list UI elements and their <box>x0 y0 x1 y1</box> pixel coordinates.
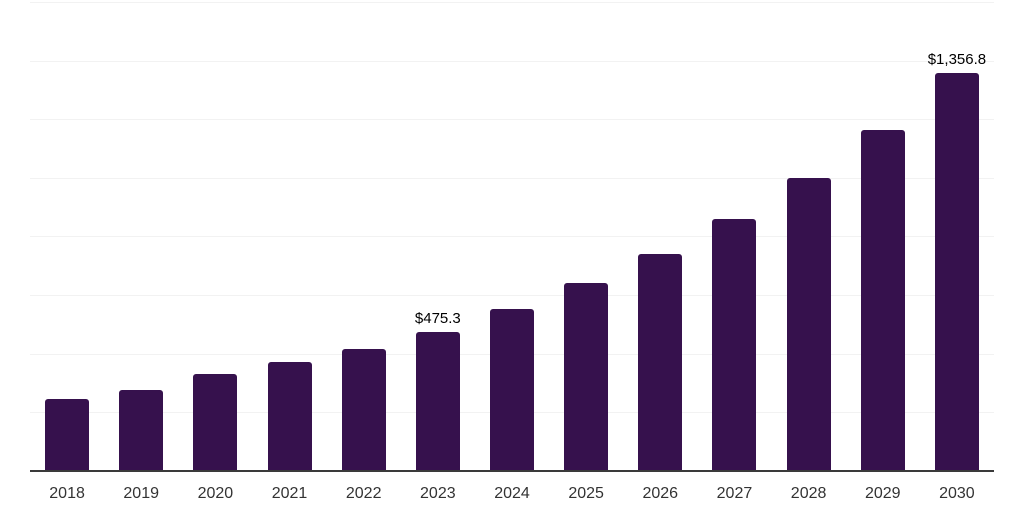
gridline <box>30 119 994 120</box>
x-tick-2028: 2028 <box>790 485 827 502</box>
bar-2025[interactable] <box>564 283 609 471</box>
x-tick-2020: 2020 <box>197 485 234 502</box>
x-tick-2030: 2030 <box>939 485 975 502</box>
bar-2019[interactable] <box>119 390 164 471</box>
x-axis-line <box>30 470 994 472</box>
bar-2030[interactable] <box>934 73 979 471</box>
x-tick-2027: 2027 <box>716 485 753 502</box>
bar-2026[interactable] <box>638 254 683 471</box>
gridline <box>30 2 994 3</box>
x-tick-2019: 2019 <box>123 485 159 502</box>
bar-value-label-2030: $1,356.8 <box>927 51 987 68</box>
bar-2020[interactable] <box>193 374 238 471</box>
x-tick-2024: 2024 <box>494 485 530 502</box>
bar-2027[interactable] <box>712 219 757 471</box>
gridline <box>30 295 994 296</box>
bar-2022[interactable] <box>341 349 386 471</box>
x-tick-2022: 2022 <box>345 485 382 502</box>
bar-2028[interactable] <box>786 178 831 471</box>
bar-2023[interactable] <box>415 332 460 471</box>
bar-2018[interactable] <box>45 399 90 471</box>
gridline <box>30 236 994 237</box>
bar-2021[interactable] <box>267 362 312 471</box>
x-tick-2029: 2029 <box>864 485 901 502</box>
x-tick-2025: 2025 <box>568 485 604 502</box>
x-tick-2026: 2026 <box>642 485 679 502</box>
gridline <box>30 178 994 179</box>
bar-2024[interactable] <box>490 309 534 471</box>
x-tick-2018: 2018 <box>49 485 85 502</box>
bar-2029[interactable] <box>860 130 905 471</box>
x-tick-2023: 2023 <box>420 485 456 502</box>
gridline <box>30 61 994 62</box>
bar-value-label-2023: $475.3 <box>414 310 461 327</box>
x-tick-2021: 2021 <box>271 485 308 502</box>
